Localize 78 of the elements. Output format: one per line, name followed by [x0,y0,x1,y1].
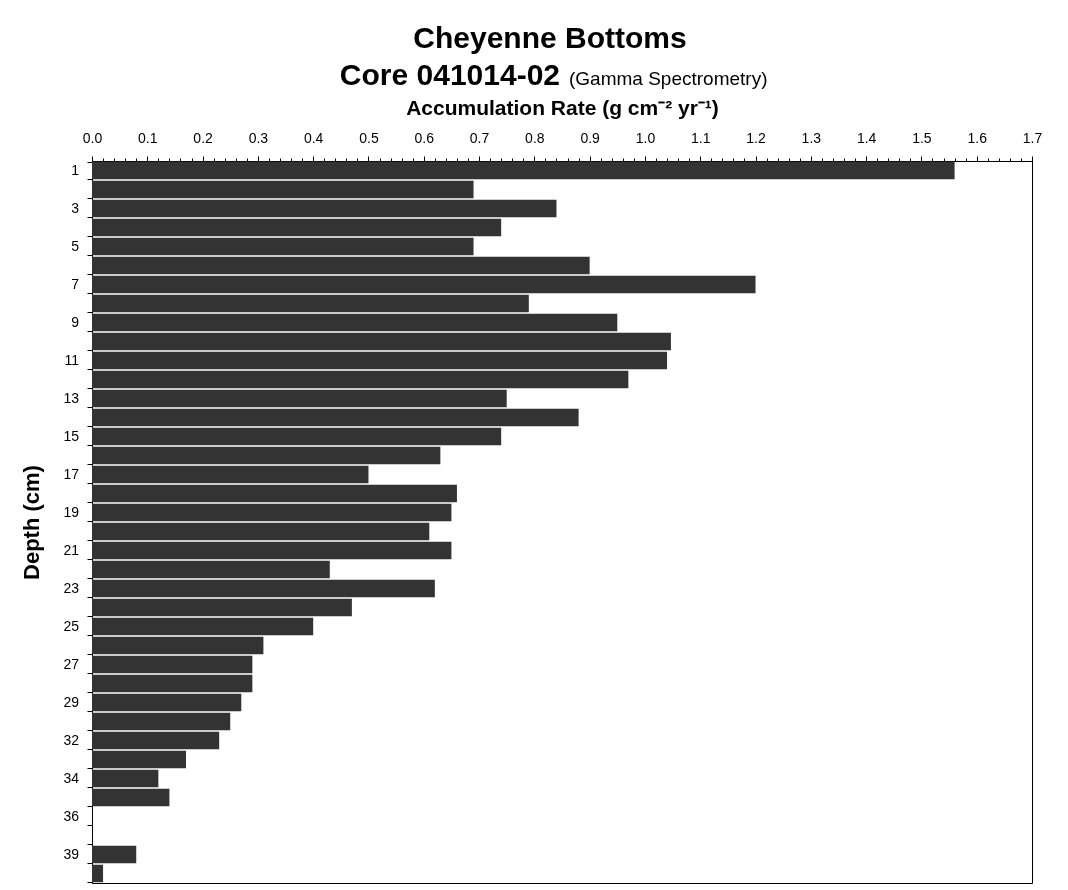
y-axis-title: Depth (cm) [19,465,45,580]
bar [92,218,502,237]
bar [92,693,242,712]
x-axis-title: Accumulation Rate (g cm⁻² yr⁻¹) [406,95,719,119]
bar [92,465,369,484]
bar [92,275,756,294]
bar [92,598,352,617]
bar [92,731,220,750]
bar [92,161,955,180]
y-tick-label: 27 [63,656,80,672]
bar [92,864,104,883]
y-tick-label: 36 [63,808,80,824]
x-tick-label: 0.5 [359,129,379,146]
y-tick-label: 23 [63,580,80,596]
y-tick-label: 32 [63,732,80,748]
x-tick-label: 0.7 [469,129,490,146]
y-tick-label: 19 [63,504,80,520]
bar [92,446,441,465]
chart-subtitle: Core 041014-02 [339,58,560,91]
y-tick-label: 5 [71,238,80,254]
bar [92,636,264,655]
bar [92,560,330,579]
x-tick-label: 1.5 [912,129,932,146]
y-tick-label: 11 [64,352,80,368]
bar [92,522,430,541]
x-tick-label: 0.6 [414,129,435,146]
bar [92,294,529,313]
x-tick-label: 0.1 [138,129,158,146]
y-tick-label: 17 [63,466,80,482]
x-tick-label: 0.4 [303,129,324,146]
bar [92,389,507,408]
bar [92,351,668,370]
x-tick-label: 1.2 [746,129,766,146]
bar [92,712,231,731]
x-tick-label: 0.0 [82,129,103,146]
x-tick-label: 0.8 [525,129,545,146]
bar [92,370,629,389]
bar [92,199,557,218]
bar [92,788,170,807]
bar [92,427,502,446]
y-tick-label: 34 [63,770,80,786]
x-tick-label: 0.2 [193,129,214,146]
bar [92,180,474,199]
x-tick-label: 1.4 [856,129,877,146]
x-tick-label: 1.6 [967,129,988,146]
y-tick-label: 7 [71,276,80,292]
chart-title: Cheyenne Bottoms [413,21,687,54]
y-tick-label: 21 [63,542,80,558]
y-tick-label: 15 [63,428,80,444]
bar [92,674,253,693]
bar [92,408,579,427]
y-tick-label: 29 [63,694,80,710]
bar [92,655,253,674]
x-tick-label: 0.9 [580,129,601,146]
y-tick-label: 3 [71,200,80,216]
bar [92,237,474,256]
bar [92,845,137,864]
y-tick-label: 9 [71,314,80,330]
y-tick-label: 39 [63,846,80,862]
bar [92,256,590,275]
bar [92,484,457,503]
x-tick-label: 1.0 [635,129,656,146]
bar [92,332,671,351]
bar [92,541,452,560]
x-tick-label: 1.7 [1022,129,1043,146]
y-tick-label: 1 [71,162,80,178]
text: (Gamma Spectrometry) [569,68,768,89]
x-tick-label: 1.3 [801,129,822,146]
bar [92,750,186,769]
bar [92,769,159,788]
bar [92,313,618,332]
y-tick-label: 13 [63,390,80,406]
bar [92,579,435,598]
bar [92,617,314,636]
x-tick-label: 1.1 [691,129,711,146]
y-tick-label: 25 [63,618,80,634]
x-tick-label: 0.3 [248,129,269,146]
bar [92,503,452,522]
